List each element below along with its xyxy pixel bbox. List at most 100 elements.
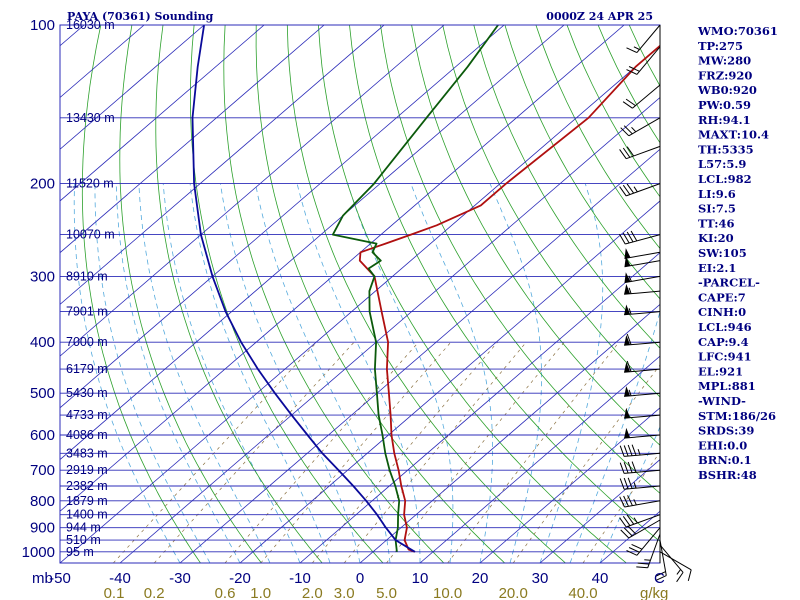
- mixing-ratio-tick-label: 20.0: [499, 585, 528, 600]
- moist-adiabat: [410, 183, 494, 563]
- wind-feather: [626, 550, 638, 556]
- isotherm: [359, 303, 660, 563]
- wind-feather: [622, 101, 633, 109]
- wind-staff: [626, 145, 661, 160]
- wind-feather: [623, 125, 633, 135]
- temperature-line: [358, 44, 660, 553]
- wind-staff: [636, 24, 661, 53]
- index-entry: EI:2.1: [698, 261, 736, 275]
- index-entry: STM:186/26: [698, 409, 776, 423]
- wind-staff: [659, 544, 684, 573]
- wind-feather: [637, 562, 650, 565]
- wind-staff: [624, 485, 661, 490]
- wind-staff: [632, 84, 661, 109]
- wind-feather: [626, 333, 632, 345]
- wind-half-feather: [644, 559, 651, 561]
- moist-adiabat: [189, 183, 331, 563]
- pressure-tick-label: 300: [30, 268, 55, 285]
- index-entry: CAPE:7: [698, 290, 746, 304]
- wind-feather: [622, 232, 630, 244]
- dry-adiabat: [504, 25, 660, 300]
- wind-feather: [627, 461, 633, 473]
- wind-pennant: [624, 408, 631, 419]
- dry-adiabat: [81, 25, 201, 563]
- isotherm: [60, 25, 325, 254]
- isotherm: [60, 25, 205, 150]
- height-label: 1879 m: [66, 494, 108, 508]
- mixing-ratio-line: [447, 341, 620, 563]
- wind-feather: [654, 571, 666, 577]
- wind-feather: [630, 230, 638, 242]
- index-entry: LCL:946: [698, 320, 752, 334]
- moist-adiabat: [569, 310, 660, 563]
- wind-feather: [631, 444, 637, 456]
- wind-pennant: [624, 335, 631, 346]
- wind-feather: [619, 233, 626, 245]
- isotherm: [60, 25, 385, 305]
- height-label: 8910 m: [66, 269, 108, 283]
- wind-feather: [619, 186, 627, 197]
- isotherm: [60, 25, 505, 409]
- wind-feather: [620, 529, 630, 539]
- wind-barb: [624, 248, 661, 259]
- mixing-ratio-tick-label: 0.6: [215, 585, 236, 600]
- wind-feather: [620, 127, 630, 137]
- temperature-tick-label: 0: [356, 570, 364, 587]
- wind-barb: [626, 24, 661, 54]
- chart-title-left: PAYA (70361) Sounding: [67, 10, 214, 23]
- height-label: 510 m: [66, 533, 101, 547]
- wind-barb: [624, 333, 661, 346]
- wind-feather: [627, 444, 633, 456]
- dry-adiabat: [380, 25, 660, 494]
- wind-barb: [624, 408, 661, 419]
- wind-barb: [626, 46, 661, 75]
- wind-feather: [623, 462, 629, 474]
- wind-pennant: [624, 362, 631, 373]
- temperature-tick-label: 20: [472, 570, 489, 587]
- wind-staff: [625, 234, 661, 245]
- wind-barb: [624, 272, 661, 284]
- wind-feather: [625, 98, 636, 107]
- mixing-ratio-line: [512, 364, 660, 563]
- wind-barb: [624, 304, 661, 316]
- wind-barb: [659, 551, 692, 582]
- wind-staff: [636, 527, 661, 556]
- mixing-ratio-tick-label: 40.0: [568, 585, 597, 600]
- dry-adiabat: [286, 25, 566, 563]
- index-entry: MW:280: [698, 54, 751, 68]
- isotherm: [60, 25, 565, 461]
- wind-staff: [628, 519, 661, 539]
- pressure-tick-label: 800: [30, 493, 55, 510]
- index-entry: KI:20: [698, 231, 734, 245]
- temperature-tick-label: -20: [229, 570, 251, 587]
- height-labels: 16030 m 13430 m 11520 m 10070 m 8910 m 7901 m…: [66, 18, 115, 559]
- pressure-tick-labels: 100 200 300 400 500 600 700 800 900 1000: [22, 17, 55, 561]
- isotherm: [479, 407, 660, 563]
- wind-feather: [623, 477, 629, 489]
- wind-feather: [626, 47, 638, 54]
- wind-barb: [622, 84, 661, 109]
- wind-half-feather: [637, 449, 641, 456]
- wind-pennant: [624, 256, 631, 267]
- wind-feather: [627, 525, 637, 535]
- index-entry: TH:5335: [698, 142, 754, 156]
- wind-feather: [626, 231, 634, 243]
- wind-feather: [626, 360, 632, 372]
- dry-adiabat: [255, 25, 505, 563]
- wind-feather: [626, 514, 635, 525]
- moist-adiabat: [115, 183, 241, 563]
- wind-barb: [620, 519, 661, 539]
- index-entry: RH:94.1: [698, 113, 751, 127]
- height-label: 7000 m: [66, 335, 108, 349]
- wind-staff: [659, 551, 692, 571]
- wind-barb: [659, 544, 684, 583]
- index-entry: SW:105: [698, 246, 747, 260]
- wind-staff: [626, 514, 661, 528]
- wind-half-feather: [633, 517, 638, 524]
- moist-adiabat: [489, 183, 543, 563]
- wind-barb: [619, 444, 661, 457]
- mixing-ratio-line: [260, 341, 452, 563]
- isotherm: [239, 200, 660, 563]
- wind-half-feather: [628, 275, 632, 282]
- isobars: [60, 24, 660, 553]
